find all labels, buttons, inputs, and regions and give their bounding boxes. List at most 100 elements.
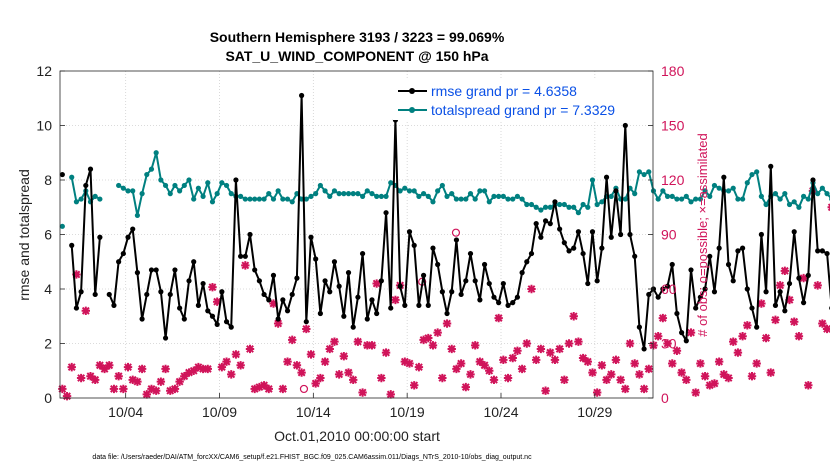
obs-assimilated-marker-shape bbox=[231, 350, 241, 359]
obs-assimilated-marker-shape bbox=[241, 261, 250, 270]
rmse-point bbox=[266, 297, 272, 303]
rmse-point bbox=[181, 316, 187, 322]
obs-assimilated-marker bbox=[442, 319, 452, 328]
obs-assimilated-marker bbox=[785, 295, 794, 305]
totalspread-point bbox=[688, 199, 694, 205]
obs-assimilated-marker-shape bbox=[438, 373, 447, 383]
chart-marks bbox=[58, 92, 830, 401]
obs-assimilated-marker-shape bbox=[358, 388, 367, 397]
rmse-point bbox=[299, 92, 305, 99]
totalspread-point bbox=[148, 166, 155, 172]
obs-assimilated-marker-shape bbox=[386, 390, 395, 399]
rmse-point bbox=[618, 231, 624, 238]
obs-assimilated-marker bbox=[414, 362, 424, 372]
totalspread-point bbox=[120, 185, 126, 191]
rmse-point bbox=[646, 291, 652, 298]
obs-assimilated-marker-shape bbox=[818, 319, 827, 328]
totalspread-point bbox=[815, 191, 821, 197]
totalspread-point bbox=[636, 169, 642, 175]
legend-rmse-marker bbox=[409, 88, 415, 94]
totalspread-point bbox=[622, 196, 628, 202]
y-tick-label-right: 180 bbox=[661, 63, 685, 79]
totalspread-point bbox=[256, 196, 262, 202]
obs-assimilated-marker bbox=[822, 324, 830, 334]
obs-assimilated-marker-shape bbox=[607, 370, 616, 379]
rmse-point bbox=[87, 166, 94, 172]
rmse-point bbox=[191, 259, 197, 265]
totalspread-point bbox=[618, 196, 624, 202]
obs-assimilated-marker bbox=[480, 361, 489, 370]
obs-assimilated-marker-shape bbox=[710, 379, 719, 388]
rmse-point bbox=[505, 302, 511, 308]
rmse-point bbox=[355, 294, 361, 300]
rmse-point bbox=[228, 324, 234, 330]
rmse-point bbox=[763, 289, 769, 295]
totalspread-point bbox=[772, 191, 779, 197]
grid bbox=[60, 71, 653, 398]
rmse-point bbox=[69, 242, 75, 248]
rmse-point bbox=[153, 267, 159, 273]
obs-assimilated-marker bbox=[194, 362, 203, 372]
totalspread-point bbox=[383, 193, 389, 199]
obs-assimilated-marker bbox=[72, 270, 81, 279]
obs-assimilated-marker bbox=[729, 337, 738, 346]
obs-assimilated-marker bbox=[649, 341, 658, 350]
obs-assimilated-marker-shape bbox=[771, 315, 780, 325]
obs-assimilated-marker bbox=[813, 281, 822, 290]
obs-assimilated-marker-shape bbox=[62, 391, 72, 401]
obs-assimilated-marker bbox=[245, 344, 255, 354]
obs-assimilated-marker-shape bbox=[250, 384, 259, 394]
rmse-point bbox=[608, 234, 614, 240]
rmse-point bbox=[768, 163, 774, 169]
totalspread-point bbox=[406, 188, 413, 194]
obs-assimilated-marker bbox=[677, 368, 686, 377]
totalspread-point bbox=[78, 196, 84, 202]
rmse-point bbox=[538, 234, 544, 240]
rmse-point bbox=[411, 242, 417, 248]
obs-assimilated-marker-shape bbox=[334, 370, 344, 379]
totalspread-point bbox=[345, 191, 352, 197]
rmse-point bbox=[566, 248, 572, 254]
totalspread-point bbox=[505, 196, 511, 202]
rmse-point bbox=[557, 226, 563, 232]
obs-assimilated-marker-shape bbox=[822, 324, 830, 334]
rmse-point bbox=[336, 283, 342, 289]
rmse-point bbox=[111, 302, 117, 308]
obs-assimilated-marker-shape bbox=[799, 273, 808, 283]
obs-assimilated-marker bbox=[635, 370, 644, 379]
chart-title-line1: Southern Hemisphere 3193 / 3223 = 99.069… bbox=[210, 29, 505, 45]
rmse-point bbox=[83, 182, 89, 189]
obs-assimilated-marker bbox=[578, 353, 588, 363]
rmse-point bbox=[664, 283, 671, 289]
obs-assimilated-marker bbox=[217, 362, 227, 372]
rmse-point bbox=[599, 245, 605, 251]
obs-assimilated-marker bbox=[344, 368, 353, 377]
obs-assimilated-marker-shape bbox=[494, 313, 503, 323]
rmse-point bbox=[740, 245, 746, 251]
obs-assimilated-marker-shape bbox=[480, 361, 489, 370]
obs-assimilated-marker-shape bbox=[363, 341, 372, 350]
totalspread-point bbox=[275, 188, 281, 194]
obs-assimilated-marker bbox=[86, 372, 95, 381]
obs-assimilated-marker bbox=[691, 388, 700, 397]
totalspread-point bbox=[336, 191, 342, 197]
obs-assimilated-marker bbox=[349, 375, 358, 385]
rmse-point bbox=[134, 270, 141, 276]
y-tick-label-right: 0 bbox=[661, 390, 669, 406]
obs-assimilated-marker bbox=[367, 341, 377, 350]
totalspread-point bbox=[341, 191, 347, 197]
obs-assimilated-marker bbox=[452, 364, 461, 374]
obs-assimilated-marker bbox=[602, 375, 611, 385]
obs-assimilated-marker bbox=[269, 299, 278, 308]
obs-assimilated-marker bbox=[592, 388, 602, 397]
obs-assimilated-marker-shape bbox=[377, 373, 386, 383]
obs-assimilated-marker bbox=[686, 328, 696, 337]
totalspread-point bbox=[566, 204, 572, 210]
rmse-point bbox=[730, 278, 736, 284]
obs-assimilated-marker-shape bbox=[273, 319, 283, 328]
rmse-point bbox=[805, 272, 811, 278]
obs-assimilated-marker-shape bbox=[95, 361, 105, 370]
obs-assimilated-marker-shape bbox=[353, 337, 363, 346]
totalspread-point bbox=[819, 185, 825, 191]
obs-assimilated-marker bbox=[555, 344, 564, 354]
